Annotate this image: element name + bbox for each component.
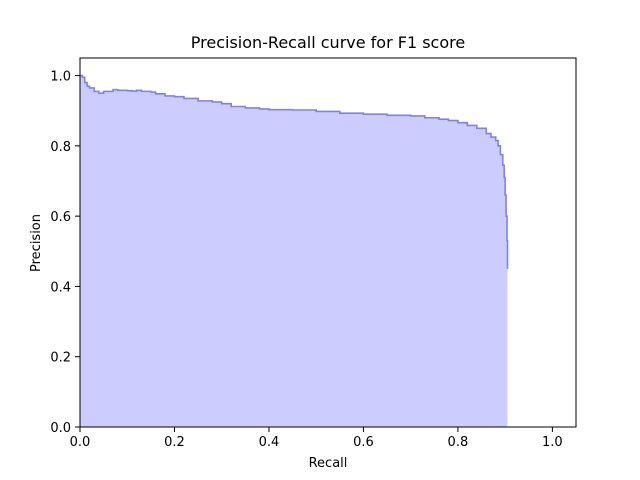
y-tick-label: 1.0 bbox=[50, 70, 71, 85]
pr-curve-line bbox=[80, 74, 509, 269]
x-tick-label: 0.0 bbox=[70, 435, 91, 450]
y-tick-label: 0.2 bbox=[50, 351, 71, 366]
y-tick-label: 0.6 bbox=[50, 210, 71, 225]
y-axis-ticks: 0.0 0.2 0.4 0.6 0.8 1.0 bbox=[50, 70, 80, 436]
y-tick-label: 0.8 bbox=[50, 140, 71, 155]
pr-area-fill bbox=[80, 75, 508, 428]
y-axis-title: Precision bbox=[29, 214, 44, 272]
x-axis-title: Recall bbox=[309, 456, 348, 471]
axes-frame bbox=[79, 57, 577, 428]
x-tick-label: 0.4 bbox=[259, 435, 280, 450]
x-tick-label: 0.2 bbox=[164, 435, 185, 450]
plot-area bbox=[80, 74, 509, 428]
x-axis-ticks: 0.0 0.2 0.4 0.6 0.8 1.0 bbox=[70, 427, 563, 450]
chart-title: Precision-Recall curve for F1 score bbox=[191, 33, 465, 52]
y-tick-label: 0.0 bbox=[50, 421, 71, 436]
x-tick-label: 0.8 bbox=[448, 435, 469, 450]
x-tick-label: 1.0 bbox=[542, 435, 563, 450]
x-tick-label: 0.6 bbox=[353, 435, 374, 450]
y-tick-label: 0.4 bbox=[50, 280, 71, 295]
